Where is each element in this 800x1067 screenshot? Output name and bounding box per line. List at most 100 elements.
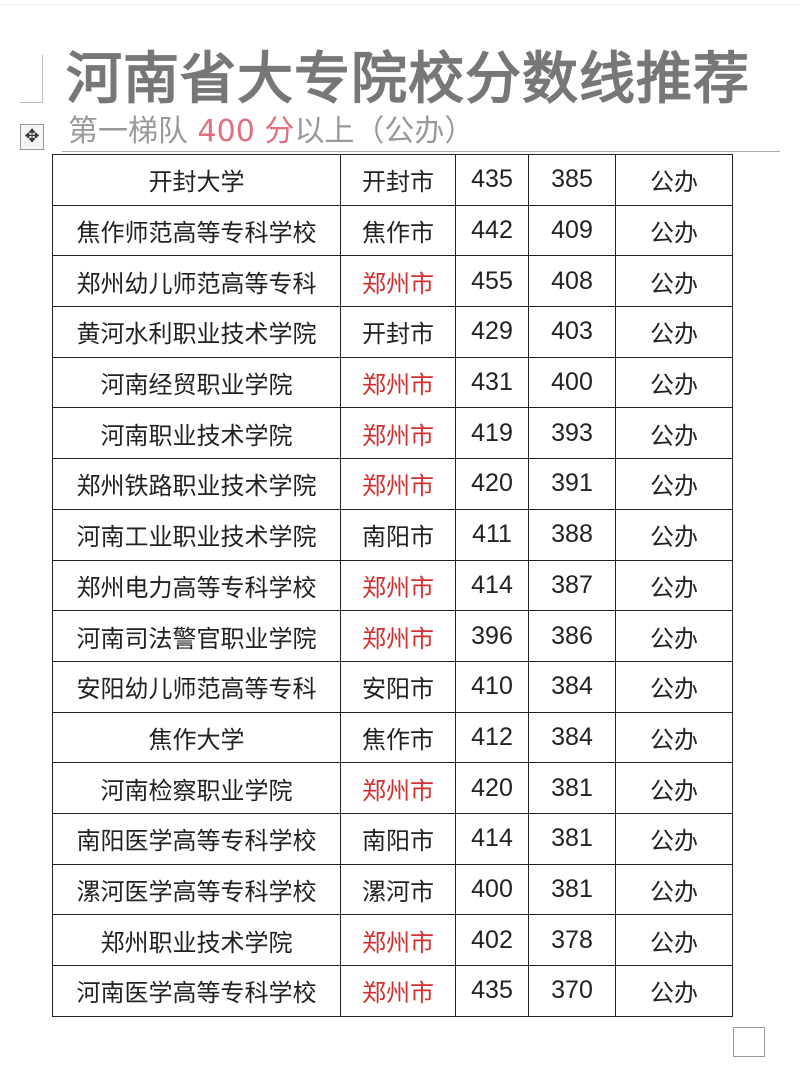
school-type-cell: 公办 (615, 407, 733, 460)
school-name-cell: 河南经贸职业学院 (52, 356, 341, 409)
score-2-cell: 400 (528, 356, 616, 409)
top-border (0, 4, 800, 5)
subtitle-highlight: 400 分 (197, 114, 295, 149)
score-1-cell: 435 (455, 154, 529, 206)
score-1-cell: 411 (455, 508, 529, 561)
table-row: 郑州职业技术学院 郑州市 402 378 公办 (52, 914, 733, 966)
city-cell: 郑州市 (340, 762, 456, 814)
city-cell: 郑州市 (340, 356, 456, 409)
school-name-cell: 河南检察职业学院 (52, 762, 341, 814)
score-1-cell: 419 (455, 407, 529, 460)
school-type-cell: 公办 (615, 559, 733, 612)
score-2-cell: 391 (528, 458, 616, 510)
score-1-cell: 429 (455, 306, 529, 358)
city-cell: 郑州市 (340, 610, 456, 662)
table-row: 黄河水利职业技术学院 开封市 429 403 公办 (52, 306, 733, 358)
school-name-cell: 郑州铁路职业技术学院 (52, 458, 341, 510)
school-type-cell: 公办 (615, 660, 733, 713)
school-name-cell: 黄河水利职业技术学院 (52, 306, 341, 358)
score-2-cell: 381 (528, 863, 616, 916)
score-1-cell: 400 (455, 863, 529, 916)
score-2-cell: 386 (528, 610, 616, 662)
move-handle-icon[interactable]: ✥ (20, 124, 44, 150)
city-cell: 南阳市 (340, 508, 456, 561)
table-row: 焦作大学 焦作市 412 384 公办 (52, 711, 733, 764)
table-row: 安阳幼儿师范高等专科 安阳市 410 384 公办 (52, 660, 733, 713)
score-1-cell: 402 (455, 914, 529, 966)
table-row: 南阳医学高等专科学校 南阳市 414 381 公办 (52, 812, 733, 865)
school-type-cell: 公办 (615, 204, 733, 257)
city-cell: 漯河市 (340, 863, 456, 916)
school-name-cell: 郑州职业技术学院 (52, 914, 341, 966)
city-cell: 南阳市 (340, 812, 456, 865)
score-1-cell: 414 (455, 812, 529, 865)
table-row: 郑州幼儿师范高等专科 郑州市 455 408 公办 (52, 255, 733, 308)
score-2-cell: 409 (528, 204, 616, 257)
school-type-cell: 公办 (615, 255, 733, 308)
city-cell: 安阳市 (340, 660, 456, 713)
school-name-cell: 郑州幼儿师范高等专科 (52, 255, 341, 308)
school-type-cell: 公办 (615, 711, 733, 764)
school-name-cell: 南阳医学高等专科学校 (52, 812, 341, 865)
table-row: 开封大学 开封市 435 385 公办 (52, 154, 733, 206)
subtitle: 第一梯队 400 分以上（公办） (68, 106, 474, 150)
school-table: 开封大学 开封市 435 385 公办 焦作师范高等专科学校 焦作市 442 409 公办 郑州幼儿… (52, 154, 733, 1017)
resize-handle[interactable] (733, 1027, 765, 1057)
score-2-cell: 378 (528, 914, 616, 966)
city-cell: 郑州市 (340, 559, 456, 612)
score-2-cell: 381 (528, 762, 616, 814)
score-1-cell: 420 (455, 762, 529, 814)
score-2-cell: 387 (528, 559, 616, 612)
school-name-cell: 河南司法警官职业学院 (52, 610, 341, 662)
school-name-cell: 焦作师范高等专科学校 (52, 204, 341, 257)
table-row: 河南医学高等专科学校 郑州市 435 370 公办 (52, 965, 733, 1017)
school-type-cell: 公办 (615, 508, 733, 561)
score-1-cell: 431 (455, 356, 529, 409)
subtitle-suffix: 以上（公办） (294, 114, 475, 149)
city-cell: 郑州市 (340, 458, 456, 510)
city-cell: 郑州市 (340, 407, 456, 460)
school-name-cell: 焦作大学 (52, 711, 341, 764)
score-2-cell: 384 (528, 660, 616, 713)
city-cell: 焦作市 (340, 204, 456, 257)
score-2-cell: 381 (528, 812, 616, 865)
school-name-cell: 郑州电力高等专科学校 (52, 559, 341, 612)
table-row: 河南司法警官职业学院 郑州市 396 386 公办 (52, 610, 733, 662)
school-name-cell: 安阳幼儿师范高等专科 (52, 660, 341, 713)
city-cell: 郑州市 (340, 255, 456, 308)
table-row: 焦作师范高等专科学校 焦作市 442 409 公办 (52, 204, 733, 257)
subtitle-prefix: 第一梯队 (68, 114, 198, 149)
city-cell: 开封市 (340, 154, 456, 206)
school-type-cell: 公办 (615, 914, 733, 966)
school-name-cell: 河南职业技术学院 (52, 407, 341, 460)
score-1-cell: 396 (455, 610, 529, 662)
school-name-cell: 漯河医学高等专科学校 (52, 863, 341, 916)
score-1-cell: 420 (455, 458, 529, 510)
table-row: 河南经贸职业学院 郑州市 431 400 公办 (52, 356, 733, 409)
table-row: 漯河医学高等专科学校 漯河市 400 381 公办 (52, 863, 733, 916)
city-cell: 郑州市 (340, 965, 456, 1017)
school-type-cell: 公办 (615, 812, 733, 865)
score-1-cell: 435 (455, 965, 529, 1017)
score-1-cell: 412 (455, 711, 529, 764)
city-cell: 开封市 (340, 306, 456, 358)
table-row: 郑州铁路职业技术学院 郑州市 420 391 公办 (52, 458, 733, 510)
school-type-cell: 公办 (615, 610, 733, 662)
score-2-cell: 384 (528, 711, 616, 764)
table-row: 郑州电力高等专科学校 郑州市 414 387 公办 (52, 559, 733, 612)
score-2-cell: 408 (528, 255, 616, 308)
school-type-cell: 公办 (615, 863, 733, 916)
city-cell: 焦作市 (340, 711, 456, 764)
score-1-cell: 455 (455, 255, 529, 308)
school-type-cell: 公办 (615, 356, 733, 409)
table-row: 河南工业职业技术学院 南阳市 411 388 公办 (52, 508, 733, 561)
school-type-cell: 公办 (615, 965, 733, 1017)
school-type-cell: 公办 (615, 154, 733, 206)
score-2-cell: 388 (528, 508, 616, 561)
school-name-cell: 河南医学高等专科学校 (52, 965, 341, 1017)
school-name-cell: 开封大学 (52, 154, 341, 206)
page-corner-mark (20, 55, 43, 103)
school-type-cell: 公办 (615, 458, 733, 510)
city-cell: 郑州市 (340, 914, 456, 966)
score-1-cell: 414 (455, 559, 529, 612)
